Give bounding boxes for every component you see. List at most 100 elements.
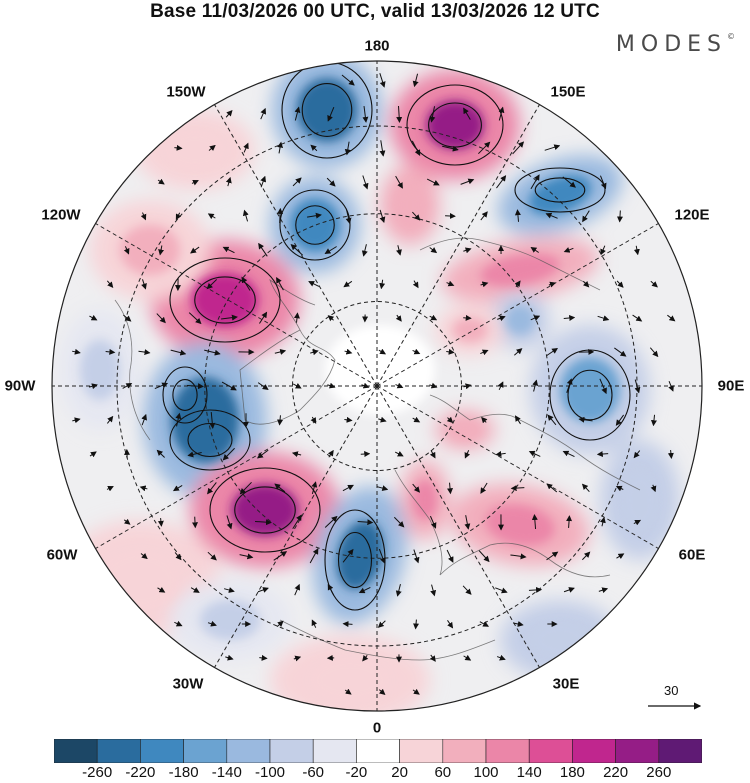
- wind-vector: [327, 449, 334, 458]
- anomaly-core: [100, 550, 180, 610]
- map-boundary: [51, 60, 703, 712]
- wind-vector: [187, 451, 202, 458]
- wind-vector: [429, 247, 438, 254]
- wind-vector: [478, 550, 490, 563]
- wind-vector: [342, 548, 354, 563]
- wind-vector: [207, 551, 217, 561]
- colorbar-tick-label: 100: [473, 764, 499, 781]
- wind-vector: [650, 280, 658, 288]
- wind-vector: [463, 107, 471, 120]
- colorbar-swatch: [572, 739, 616, 763]
- wind-vector: [188, 312, 202, 325]
- anomaly-core: [412, 480, 438, 520]
- wind-vector: [259, 311, 268, 324]
- anomaly-core: [505, 305, 535, 335]
- wind-vector: [530, 174, 540, 190]
- wind-vector: [412, 280, 419, 289]
- wind-vector: [123, 246, 130, 255]
- wind-vector: [480, 281, 489, 288]
- colorbar-swatch: [96, 739, 141, 763]
- anomaly-core: [296, 78, 358, 142]
- anomaly-core: [310, 657, 390, 703]
- wind-vector: [327, 382, 336, 389]
- wind-vector: [600, 245, 606, 256]
- wind-vector: [446, 416, 454, 424]
- wind-vector: [259, 654, 268, 661]
- colorbar-tick-label: -100: [254, 764, 286, 781]
- wind-vector: [342, 621, 353, 628]
- wind-vector: [207, 620, 217, 627]
- wind-vector: [430, 584, 437, 597]
- wind-vector: [344, 416, 353, 423]
- wind-vector: [463, 314, 472, 321]
- wind-vector: [361, 244, 368, 257]
- wind-vector: [446, 549, 454, 563]
- wind-vector: [394, 451, 404, 457]
- wind-vector: [158, 245, 165, 256]
- wind-vector: [412, 348, 421, 355]
- wind-vector: [495, 450, 506, 457]
- wind-vector: [341, 74, 355, 86]
- wind-vector: [528, 450, 541, 457]
- wind-vector: [464, 450, 471, 459]
- wind-vector: [310, 349, 319, 356]
- wind-vector: [106, 415, 114, 424]
- wind-vector: [496, 654, 506, 661]
- anomaly-core: [425, 100, 485, 150]
- wind-vector: [326, 177, 336, 187]
- wind-vector: [379, 209, 386, 224]
- wind-vector: [616, 280, 624, 288]
- contour-line: [209, 467, 321, 553]
- wind-vector: [378, 688, 386, 695]
- wind-vector: [222, 447, 235, 461]
- wind-vector: [292, 383, 302, 389]
- meridian-line: [376, 223, 659, 387]
- lon-label-180: 180: [364, 37, 390, 55]
- wind-vector: [566, 515, 573, 528]
- wind-vector: [395, 314, 402, 322]
- wind-vector: [174, 620, 183, 627]
- wind-vector: [292, 514, 302, 530]
- contour-line: [194, 276, 256, 324]
- wind-vector: [170, 349, 187, 356]
- wind-vector: [344, 348, 353, 355]
- wind-vector: [123, 518, 131, 525]
- contour-line: [567, 369, 613, 421]
- wind-vector: [547, 414, 557, 426]
- wind-vector: [207, 482, 217, 495]
- wind-vector: [257, 382, 269, 390]
- meridian-line: [214, 385, 378, 668]
- contour-line: [279, 189, 351, 261]
- wind-vector: [632, 314, 643, 322]
- wind-vector: [429, 314, 438, 321]
- wind-vector: [174, 552, 182, 561]
- wind-vector: [614, 347, 627, 357]
- contour-line: [406, 84, 504, 166]
- wind-vector: [324, 246, 337, 255]
- wind-vector: [546, 347, 559, 356]
- lon-label-90e: 90E: [717, 377, 745, 395]
- wind-vector: [513, 621, 524, 627]
- wind-vector: [260, 107, 266, 120]
- wind-vector: [123, 314, 132, 322]
- wind-vector: [358, 586, 371, 594]
- colorbar: [54, 739, 702, 763]
- colorbar-tick-label: 220: [603, 764, 629, 781]
- wind-vector: [379, 73, 386, 88]
- colorbar-swatch: [183, 739, 228, 763]
- wind-vector: [581, 483, 590, 493]
- wind-vector: [597, 315, 610, 322]
- anomaly-core: [480, 253, 560, 287]
- wind-vector: [395, 175, 403, 189]
- colorbar-swatch: [528, 739, 573, 763]
- contour-line: [295, 205, 335, 245]
- colorbar-tick-label: -20: [345, 764, 368, 781]
- wind-vector: [616, 553, 625, 560]
- wind-vector: [204, 349, 221, 356]
- anomaly-core: [450, 420, 480, 440]
- wind-vector: [106, 486, 114, 492]
- wind-vector: [294, 583, 301, 596]
- contour-line: [169, 257, 281, 343]
- wind-vector: [106, 280, 114, 288]
